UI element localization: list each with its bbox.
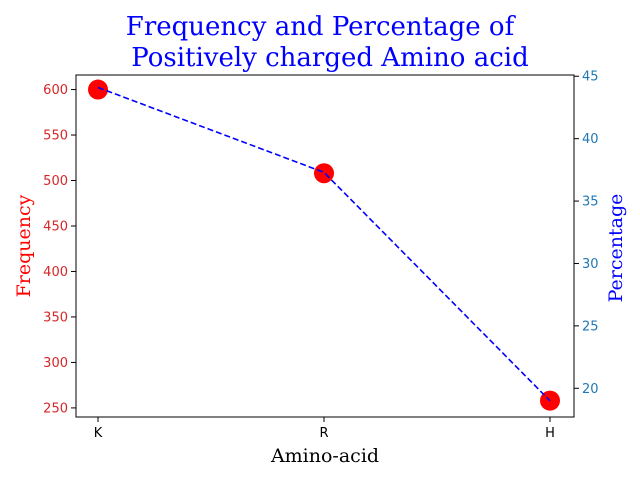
percentage-line <box>97 86 551 402</box>
right-tick-label: 40 <box>582 132 599 147</box>
left-y-axis: 250 300 350 400 450 500 550 600 <box>43 83 76 416</box>
chart-title-line-2: Positively charged Amino acid <box>131 43 528 73</box>
x-axis-label: Amino-acid <box>270 445 379 467</box>
x-tick-label: H <box>545 426 555 441</box>
left-tick-label: 350 <box>43 310 68 325</box>
left-tick-label: 300 <box>43 356 68 371</box>
right-tick-label: 25 <box>582 319 599 334</box>
left-tick-label: 600 <box>43 83 68 98</box>
frequency-point-R <box>314 163 334 184</box>
plot-frame <box>75 74 575 418</box>
left-tick-label: 250 <box>43 401 68 416</box>
right-y-axis-label: Percentage <box>605 194 627 303</box>
chart-title-line-1: Frequency and Percentage of <box>126 12 517 42</box>
left-tick-label: 550 <box>43 129 68 144</box>
x-tick-label: K <box>94 426 103 441</box>
right-tick-label: 20 <box>582 382 599 397</box>
plot-area <box>88 79 560 411</box>
left-tick-label: 450 <box>43 219 68 234</box>
right-y-axis: 20 25 30 35 40 45 <box>574 70 599 397</box>
frequency-point-K <box>88 79 108 100</box>
right-tick-label: 35 <box>582 195 599 210</box>
right-tick-label: 45 <box>582 70 599 85</box>
x-tick-label: R <box>319 426 328 441</box>
right-tick-label: 30 <box>582 257 599 272</box>
left-y-axis-label: Frequency <box>13 194 35 297</box>
left-tick-label: 500 <box>43 174 68 189</box>
left-tick-label: 400 <box>43 265 68 280</box>
